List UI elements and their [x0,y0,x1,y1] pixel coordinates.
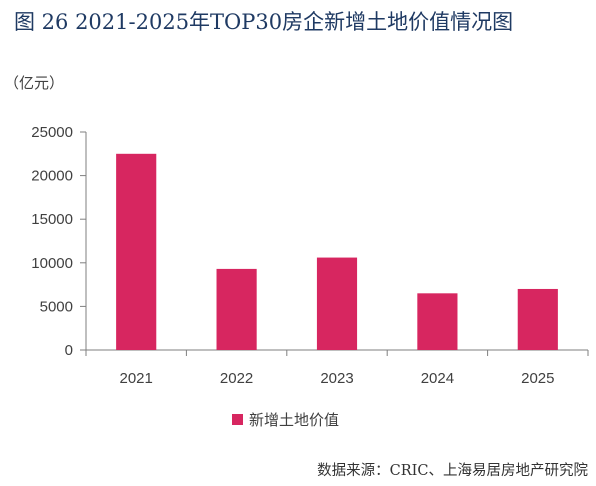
y-axis-unit-label: （亿元） [4,74,65,92]
bar-2022 [216,268,257,350]
y-tick-label: 15000 [31,211,73,228]
x-tick-label: 2021 [120,370,153,387]
bar-2025 [517,288,558,350]
bar-2023 [316,257,358,350]
bar-series [116,153,558,350]
y-tick-label: 0 [65,342,73,359]
bar-2021 [116,153,157,350]
legend-swatch [232,414,243,425]
y-tick-label: 5000 [40,298,73,315]
x-tick-label: 2022 [220,370,253,387]
figure-title: 图 26 2021-2025年TOP30房企新增土地价值情况图 [14,10,514,34]
x-tick-label: 2025 [521,370,554,387]
bar-2024 [417,293,458,350]
x-tick-label: 2024 [421,370,454,387]
y-tick-label: 20000 [31,168,73,185]
y-axis: 0 5000 10000 15000 20000 25000 [31,124,87,359]
y-tick-label: 10000 [31,255,73,272]
x-tick-label: 2023 [320,370,353,387]
x-axis: 2021 2022 2023 2024 2025 [85,349,589,387]
y-tick-label: 25000 [31,124,73,141]
legend-label: 新增土地价值 [249,411,340,429]
legend: 新增土地价值 [232,409,339,430]
source-note: 数据来源：CRIC、上海易居房地产研究院 [317,463,588,479]
